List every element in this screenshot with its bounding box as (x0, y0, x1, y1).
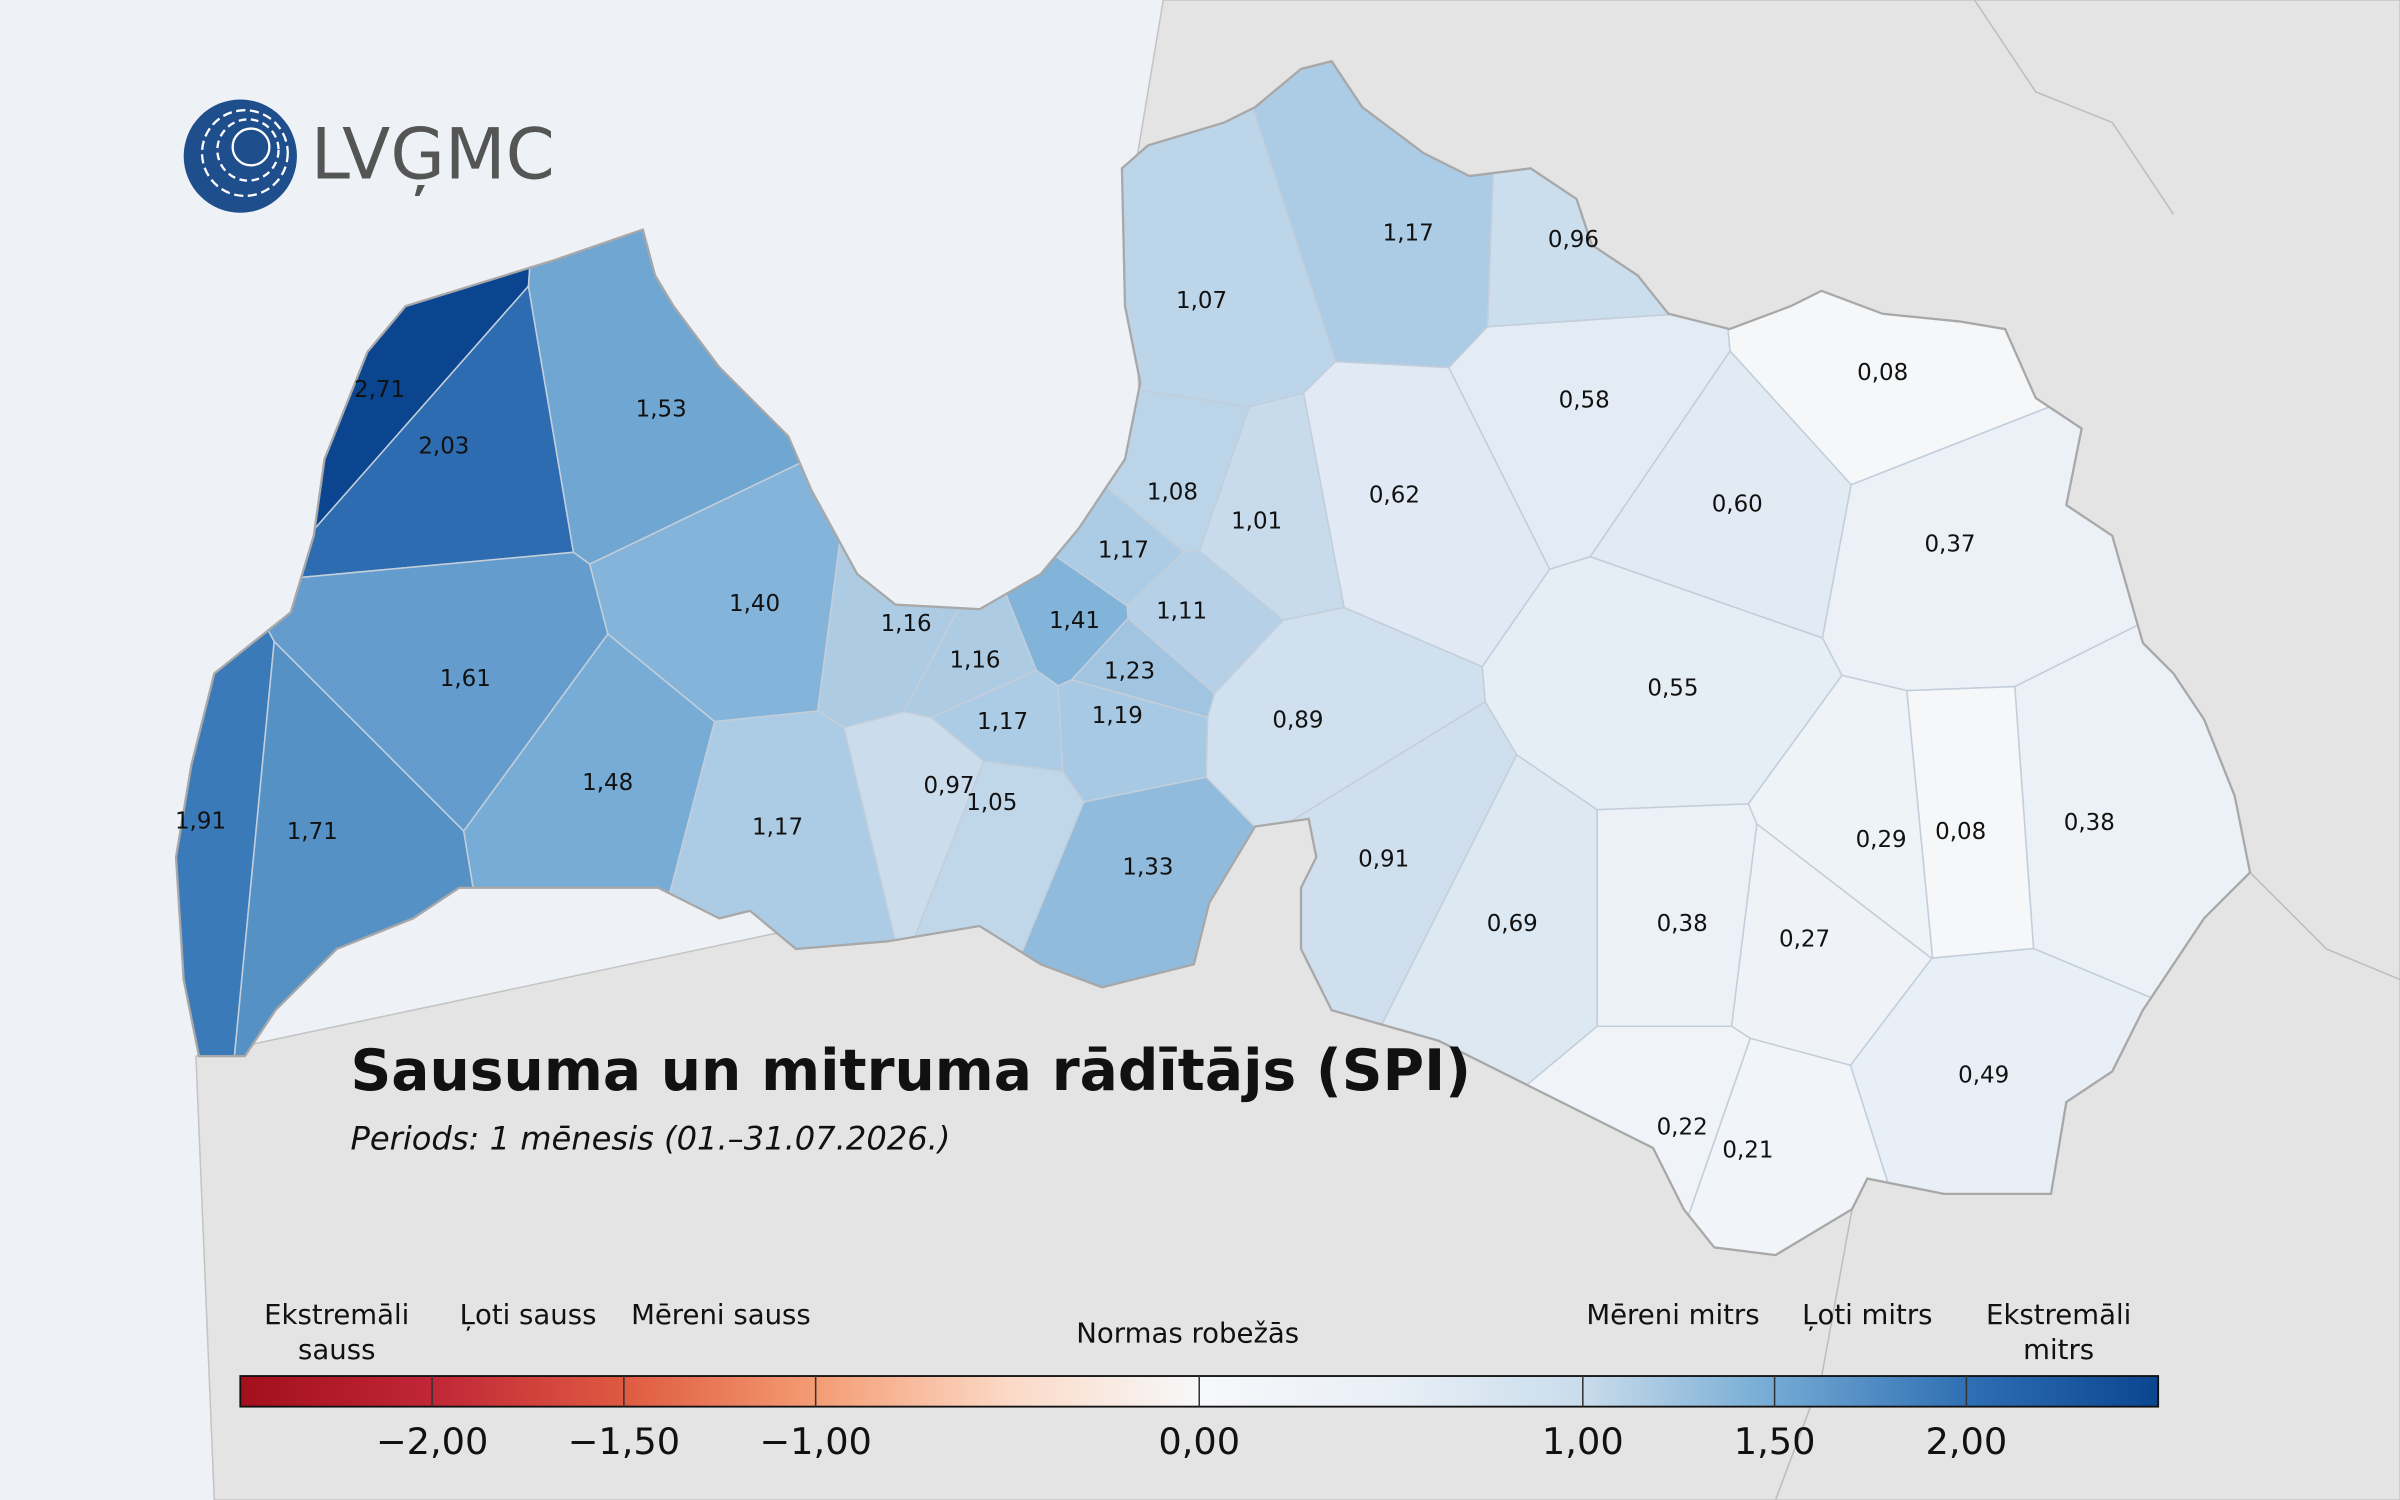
region-label: 0,21 (1722, 1138, 1773, 1164)
region-label: 1,71 (287, 819, 338, 845)
region-label: 1,01 (1231, 508, 1282, 534)
region-label: 0,89 (1272, 707, 1323, 733)
border (2249, 871, 2400, 981)
region-label: 1,16 (949, 648, 1000, 674)
region-label: 1,08 (1147, 479, 1198, 505)
region-label: 2,71 (354, 377, 405, 403)
region-label: 0,27 (1779, 926, 1830, 952)
region-label: 0,69 (1487, 911, 1538, 937)
region-label: 1,23 (1104, 658, 1155, 684)
region-label: 1,61 (440, 666, 491, 692)
legend-category: Ļoti sauss (459, 1299, 597, 1332)
region-label: 1,33 (1122, 854, 1173, 880)
legend-category-label: Ekstremāli sauss (264, 1299, 410, 1367)
legend-category: Ļoti mitrs (1802, 1299, 1933, 1332)
title: Sausuma un mitruma rādītājs (SPI) (351, 1038, 1472, 1104)
region-label: 0,96 (1548, 227, 1599, 253)
region-label: 1,53 (636, 397, 687, 423)
legend-category-label: Ekstremāli mitrs (1986, 1299, 2132, 1367)
logo-ring (231, 127, 271, 167)
legend-category: Ekstremāli sauss (264, 1299, 410, 1367)
region-label: 0,55 (1647, 675, 1698, 701)
colorbar-tick-label: 0,00 (1158, 1420, 1240, 1463)
colorbar-tick-label: 1,00 (1542, 1420, 1624, 1463)
region-label: 0,38 (1657, 911, 1708, 937)
region-label: 1,19 (1092, 703, 1143, 729)
region-label: 1,91 (175, 808, 226, 834)
legend-category-label: Mēreni mitrs (1586, 1299, 1760, 1332)
colorbar-tick-label: −1,00 (759, 1420, 872, 1463)
colorbar-tick-label: 2,00 (1925, 1420, 2007, 1463)
legend-category: Normas robežās (1076, 1317, 1300, 1350)
colorbar-tick-label: −1,50 (568, 1420, 681, 1463)
region-label: 0,37 (1924, 531, 1975, 557)
legend-category-label: Ļoti mitrs (1802, 1299, 1933, 1332)
region-label: 1,05 (966, 790, 1017, 816)
region-label: 1,17 (1098, 538, 1149, 564)
region-label: 0,49 (1958, 1063, 2009, 1089)
logo-ring (216, 118, 280, 182)
legend-category-label: Normas robežās (1076, 1317, 1300, 1350)
subtitle: Periods: 1 mēnesis (01.–31.07.2026.) (351, 1119, 951, 1157)
colorbar-tick-label: 1,50 (1734, 1420, 1816, 1463)
region-label: 0,60 (1712, 492, 1763, 518)
region-labels: 2,71 2,03 1,53 1,61 1,40 1,91 1,71 1,48 1,17 1,16… (175, 221, 2115, 1164)
region-label: 1,17 (977, 709, 1028, 735)
region-label: 0,29 (1856, 827, 1907, 853)
logo: LVĢMC (183, 99, 555, 213)
region-label: 0,58 (1559, 388, 1610, 414)
region-label: 1,11 (1156, 599, 1207, 625)
region-label: 2,03 (418, 433, 469, 459)
legend-category-label: Mēreni sauss (631, 1299, 811, 1332)
region-label: 1,17 (752, 815, 803, 841)
region-label: 0,91 (1358, 847, 1409, 873)
logo-mark (183, 99, 297, 213)
region-label: 0,97 (923, 773, 974, 799)
border (1973, 0, 2175, 215)
region-label: 1,17 (1383, 221, 1434, 247)
colorbar-tick-label: −2,00 (376, 1420, 489, 1463)
legend: −2,00 −1,50 −1,00 0,00 1,00 1,50 2,00 Ekstremāl… (239, 1299, 2160, 1463)
region-label: 1,16 (881, 611, 932, 637)
logo-text: LVĢMC (311, 114, 555, 197)
legend-category: Mēreni sauss (631, 1299, 811, 1332)
region-label: 0,62 (1369, 482, 1420, 508)
region-label: 0,38 (2064, 810, 2115, 836)
legend-category-label: Ļoti sauss (459, 1299, 597, 1332)
region-label: 1,07 (1176, 288, 1227, 314)
region-label: 1,41 (1049, 608, 1100, 634)
country-outline (174, 59, 2252, 1257)
region-label: 0,08 (1857, 360, 1908, 386)
legend-category: Mēreni mitrs (1586, 1299, 1760, 1332)
region-label: 1,48 (582, 770, 633, 796)
legend-category: Ekstremāli mitrs (1986, 1299, 2132, 1367)
region-label: 0,08 (1935, 819, 1986, 845)
region-label: 1,40 (729, 591, 780, 617)
region-label: 0,22 (1657, 1115, 1708, 1141)
logo-ring (200, 109, 289, 198)
